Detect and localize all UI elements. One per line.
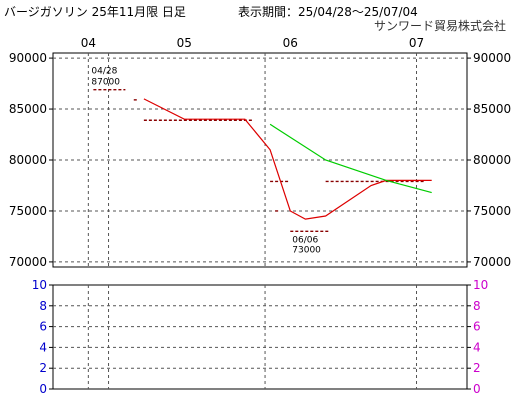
- annotation-date: 04/28: [91, 67, 117, 77]
- price-panel: 70000 75000 80000 85000 90000 70000 75000 8000…: [9, 51, 511, 269]
- volume-tick-label-left: 8: [39, 299, 47, 313]
- series-lines: [143, 98, 432, 220]
- volume-grid: [53, 285, 467, 389]
- annotation-value: 73000: [292, 245, 321, 255]
- volume-tick-label-right: 10: [473, 278, 488, 292]
- price-bars: [93, 88, 426, 233]
- series-line-green: [269, 123, 432, 194]
- price-axis-right: 70000 75000 80000 85000 90000: [467, 51, 511, 269]
- price-tick-label: 85000: [473, 102, 511, 116]
- price-tick-label: 70000: [473, 255, 511, 269]
- volume-axis-left: 0 2 4 6 8 10: [32, 278, 53, 396]
- volume-axis-right: 0 2 4 6 8 10: [467, 278, 488, 396]
- price-tick-label: 85000: [9, 102, 47, 116]
- price-axis-left: 70000 75000 80000 85000 90000: [9, 51, 53, 269]
- volume-tick-label-right: 2: [473, 361, 481, 375]
- volume-panel-frame: [52, 284, 468, 390]
- volume-panel: 0 2 4 6 8 10 0 2 4 6 8 10: [32, 278, 489, 396]
- price-tick-label: 75000: [9, 204, 47, 218]
- chart-title: バージガソリン 25年11月限 日足: [4, 5, 186, 19]
- annotation-value: 87000: [91, 78, 120, 88]
- volume-tick-label-left: 6: [39, 320, 47, 334]
- volume-tick-label-left: 0: [39, 382, 47, 396]
- series-line-red: [143, 98, 432, 220]
- display-period: 表示期間：25/04/28～25/07/04: [238, 5, 418, 19]
- price-tick-label: 70000: [9, 255, 47, 269]
- price-tick-label: 75000: [473, 204, 511, 218]
- price-tick-label: 80000: [473, 153, 511, 167]
- price-tick-label: 90000: [9, 51, 47, 65]
- x-tick-label: 04: [81, 36, 96, 50]
- x-tick-label: 07: [409, 36, 424, 50]
- x-tick-label: 05: [177, 36, 192, 50]
- volume-tick-label-right: 8: [473, 299, 481, 313]
- volume-tick-label-right: 4: [473, 340, 481, 354]
- price-grid: [53, 53, 467, 267]
- price-tick-label: 90000: [473, 51, 511, 65]
- x-tick-label: 06: [283, 36, 298, 50]
- publisher-name: サンワード貿易株式会社: [373, 19, 506, 33]
- volume-tick-label-right: 0: [473, 382, 481, 396]
- volume-tick-label-right: 6: [473, 320, 481, 334]
- annotation-date: 06/06: [292, 235, 318, 245]
- x-tick-labels: 04 05 06 07: [81, 36, 424, 50]
- price-tick-label: 80000: [9, 153, 47, 167]
- volume-tick-label-left: 2: [39, 361, 47, 375]
- volume-tick-label-left: 4: [39, 340, 47, 354]
- volume-tick-label-left: 10: [32, 278, 47, 292]
